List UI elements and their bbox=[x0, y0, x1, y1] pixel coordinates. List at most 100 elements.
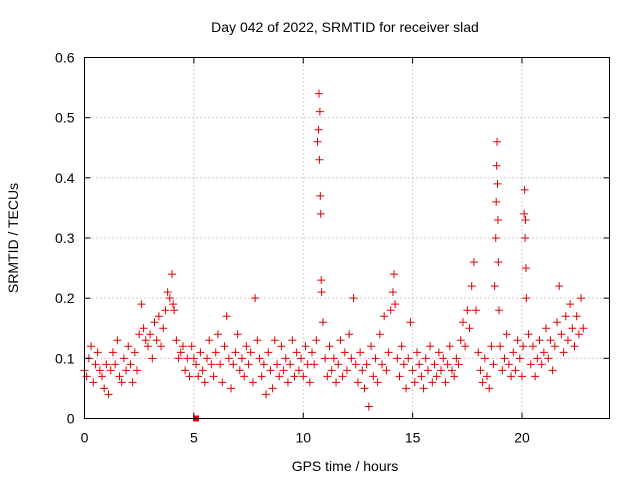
data-point bbox=[157, 342, 166, 351]
data-point bbox=[334, 360, 343, 369]
y-tick-label: 0.2 bbox=[55, 290, 75, 306]
data-point bbox=[445, 342, 454, 351]
data-point bbox=[496, 342, 505, 351]
data-point bbox=[146, 330, 155, 339]
data-point bbox=[205, 336, 214, 345]
data-point bbox=[325, 342, 334, 351]
data-point bbox=[262, 390, 271, 399]
x-tick-label: 10 bbox=[295, 430, 311, 446]
data-point bbox=[487, 342, 496, 351]
data-point bbox=[315, 107, 324, 116]
y-tick-label: 0 bbox=[67, 411, 75, 427]
data-point bbox=[391, 300, 400, 309]
data-point bbox=[135, 330, 144, 339]
data-point bbox=[557, 330, 566, 339]
data-point bbox=[555, 282, 564, 291]
data-point bbox=[242, 342, 251, 351]
data-point bbox=[124, 342, 133, 351]
data-point bbox=[577, 294, 586, 303]
data-point bbox=[126, 360, 135, 369]
y-tick-label: 0.5 bbox=[55, 110, 75, 126]
data-point bbox=[169, 300, 178, 309]
data-point bbox=[426, 342, 435, 351]
data-point bbox=[563, 336, 572, 345]
data-point bbox=[437, 366, 446, 375]
data-point bbox=[408, 366, 417, 375]
data-point bbox=[472, 306, 481, 315]
data-point bbox=[327, 366, 336, 375]
data-point bbox=[244, 360, 253, 369]
data-point bbox=[364, 402, 373, 411]
data-point bbox=[159, 324, 168, 333]
data-point bbox=[544, 354, 553, 363]
data-point bbox=[537, 360, 546, 369]
data-point bbox=[286, 360, 295, 369]
data-point bbox=[279, 366, 288, 375]
data-point bbox=[480, 354, 489, 363]
data-point bbox=[553, 318, 561, 327]
data-point bbox=[317, 276, 326, 285]
data-point bbox=[520, 209, 529, 218]
data-point bbox=[98, 372, 106, 381]
data-point bbox=[441, 378, 450, 387]
data-point bbox=[402, 384, 411, 393]
data-point bbox=[314, 125, 323, 134]
data-point bbox=[520, 185, 529, 194]
data-point bbox=[415, 360, 424, 369]
data-point bbox=[207, 360, 216, 369]
axis-ticks: 0 0.1 0.2 0.3 0.4 0.5 0.6 0 5 10 15 20 bbox=[55, 50, 610, 446]
data-point bbox=[292, 348, 301, 357]
data-point bbox=[559, 348, 568, 357]
data-point bbox=[294, 366, 303, 375]
data-point bbox=[345, 330, 354, 339]
data-point bbox=[548, 366, 557, 375]
data-point bbox=[546, 336, 555, 345]
data-point bbox=[373, 378, 382, 387]
data-point bbox=[360, 384, 369, 393]
data-point bbox=[150, 318, 159, 327]
data-point bbox=[393, 354, 402, 363]
data-point bbox=[413, 348, 421, 357]
data-point bbox=[492, 161, 501, 170]
data-point bbox=[312, 336, 321, 345]
x-tick-label: 0 bbox=[81, 430, 89, 446]
data-point bbox=[439, 354, 448, 363]
data-point bbox=[209, 372, 218, 381]
data-point bbox=[443, 360, 452, 369]
data-point bbox=[469, 258, 478, 267]
data-point bbox=[329, 354, 338, 363]
data-point bbox=[268, 384, 277, 393]
data-point bbox=[502, 330, 511, 339]
data-point bbox=[332, 378, 341, 387]
data-point bbox=[430, 360, 439, 369]
data-point bbox=[369, 372, 378, 381]
data-point bbox=[454, 360, 463, 369]
data-point bbox=[87, 342, 96, 351]
data-point bbox=[253, 336, 262, 345]
data-point bbox=[251, 294, 260, 303]
data-point bbox=[493, 215, 502, 224]
data-point bbox=[115, 372, 124, 381]
data-point bbox=[128, 378, 137, 387]
data-point bbox=[336, 336, 345, 345]
data-point bbox=[519, 342, 528, 351]
data-point bbox=[521, 264, 530, 273]
data-point bbox=[119, 354, 128, 363]
data-point bbox=[478, 378, 487, 387]
data-point bbox=[89, 378, 98, 387]
data-point bbox=[535, 336, 544, 345]
data-point bbox=[358, 366, 367, 375]
data-point bbox=[574, 330, 583, 339]
data-point bbox=[423, 366, 432, 375]
data-points bbox=[80, 89, 588, 422]
data-point bbox=[200, 378, 209, 387]
data-point bbox=[323, 372, 332, 381]
data-point bbox=[417, 372, 426, 381]
chart-title: Day 042 of 2022, SRMTID for receiver sla… bbox=[211, 19, 479, 35]
data-point bbox=[428, 378, 437, 387]
data-point bbox=[170, 306, 179, 315]
data-point bbox=[504, 360, 513, 369]
data-point bbox=[317, 288, 326, 297]
data-point bbox=[533, 354, 542, 363]
data-point bbox=[264, 348, 273, 357]
